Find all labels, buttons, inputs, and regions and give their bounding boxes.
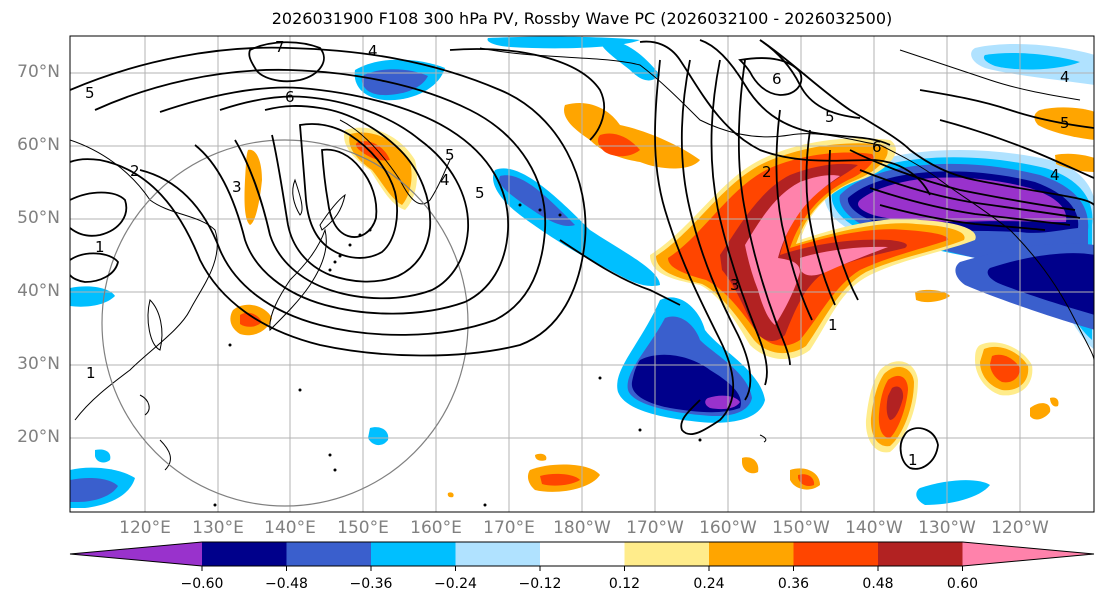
svg-text:4: 4 [1060, 68, 1070, 86]
svg-text:3: 3 [730, 276, 740, 294]
lat-label-60n: 60°N [17, 135, 60, 155]
svg-text:1: 1 [908, 451, 918, 469]
svg-text:6: 6 [772, 70, 782, 88]
svg-text:4: 4 [1050, 166, 1060, 184]
map-frame [69, 35, 1095, 513]
lon-label-160w: 160°W [699, 518, 757, 538]
lon-label-150w: 150°W [772, 518, 830, 538]
colorbar-tick-label: −0.36 [349, 576, 393, 592]
lon-label-120w: 120°W [991, 518, 1049, 538]
lon-label-180w: 180°W [553, 518, 611, 538]
japan-coastline [269, 228, 327, 332]
svg-text:5: 5 [445, 146, 455, 164]
svg-text:5: 5 [475, 184, 485, 202]
svg-text:1: 1 [86, 364, 96, 382]
colorbar-tick-label: 0.60 [946, 576, 979, 592]
shaded-anomaly-layer [70, 36, 1094, 508]
lon-label-150e: 150°E [337, 518, 389, 538]
lat-label-30n: 30°N [17, 354, 60, 374]
svg-text:6: 6 [285, 88, 295, 106]
map-plot-area: 7 4 6 5 5 2 3 1 4 6 2 6 5 5 4 4 3 5 1 1 … [70, 36, 1094, 512]
svg-text:3: 3 [232, 178, 242, 196]
kamchatka-coastline [339, 119, 451, 205]
gray-reference-circle [101, 139, 469, 507]
colorbar-tick-label: −0.60 [180, 576, 224, 592]
lat-label-50n: 50°N [17, 208, 60, 228]
svg-text:2: 2 [762, 163, 772, 181]
colorbar-tick-label: 0.12 [608, 576, 641, 592]
svg-text:1: 1 [828, 316, 838, 334]
lon-label-140w: 140°W [845, 518, 903, 538]
lon-label-160e: 160°E [410, 518, 462, 538]
contour-ridge-inner [639, 40, 931, 196]
coastlines [70, 47, 1094, 471]
lon-label-170e: 170°E [483, 518, 535, 538]
svg-text:2: 2 [130, 162, 140, 180]
svg-text:5: 5 [85, 84, 95, 102]
colorbar-tick-label: 0.24 [693, 576, 725, 592]
contour-trough-outer [70, 46, 587, 357]
lon-label-170w: 170°W [626, 518, 684, 538]
colorbar-tick-label: 0.36 [777, 576, 810, 592]
lon-label-120e: 120°E [119, 518, 171, 538]
lat-label-40n: 40°N [17, 281, 60, 301]
island-chain [213, 203, 702, 507]
colorbar-extend-high [962, 542, 1094, 566]
svg-text:4: 4 [368, 42, 378, 60]
colorbar-tick-label: 0.48 [862, 576, 894, 592]
colorbar-tick-label: −0.48 [265, 576, 308, 592]
svg-text:4: 4 [440, 171, 450, 189]
asia-coastline [70, 139, 218, 421]
contour-labels: 7 4 6 5 5 2 3 1 4 6 2 6 5 5 4 4 3 5 1 1 … [85, 38, 1070, 469]
lon-label-130w: 130°W [918, 518, 976, 538]
lat-label-70n: 70°N [17, 62, 60, 82]
svg-text:6: 6 [872, 138, 882, 156]
colorbar-tick-label: −0.24 [434, 576, 477, 592]
svg-text:1: 1 [95, 238, 105, 256]
lat-label-20n: 20°N [17, 427, 60, 447]
map-title: 2026031900 F108 300 hPa PV, Rossby Wave … [271, 9, 893, 28]
lon-label-140e: 140°E [264, 518, 316, 538]
svg-text:5: 5 [825, 108, 835, 126]
alaska-coastline [479, 47, 1094, 361]
colorbar [69, 541, 1095, 571]
svg-text:7: 7 [275, 38, 285, 56]
colorbar-extend-low [70, 542, 202, 566]
pv-contours [70, 39, 1094, 470]
svg-text:5: 5 [1060, 114, 1070, 132]
lon-label-130e: 130°E [192, 518, 244, 538]
colorbar-tick-label: −0.12 [518, 576, 562, 592]
